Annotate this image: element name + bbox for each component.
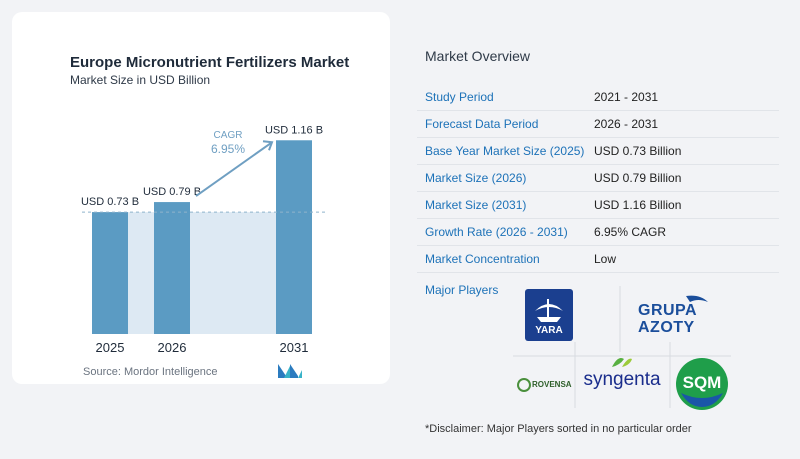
- overview-row: Study Period 2021 - 2031: [417, 84, 779, 111]
- overview-label: Market Concentration: [425, 252, 540, 266]
- data-label-2026: USD 0.79 B: [143, 186, 201, 198]
- chart-shaded-band: [128, 212, 276, 334]
- overview-title: Market Overview: [425, 48, 531, 64]
- grupa-azoty-logo: GRUPA AZOTY: [634, 294, 714, 338]
- bar-chart: USD 0.73 B 2025 USD 0.79 B 2026 USD 1.16 B 20…: [81, 124, 328, 355]
- overview-table: Study Period 2021 - 2031 Forecast Data P…: [417, 84, 779, 273]
- bar-2031: [276, 140, 312, 334]
- azoty-text: AZOTY: [638, 319, 695, 336]
- yara-logo-text: YARA: [535, 325, 563, 336]
- logo-grid-lines: [513, 286, 731, 408]
- overview-label: Base Year Market Size (2025): [425, 144, 585, 158]
- major-players-label: Major Players: [425, 283, 499, 297]
- source-text: Source: Mordor Intelligence: [83, 366, 218, 378]
- overview-value: USD 0.73 Billion: [594, 144, 682, 158]
- overview-label: Growth Rate (2026 - 2031): [425, 225, 568, 239]
- category-label-2026: 2026: [158, 340, 187, 355]
- category-label-2025: 2025: [96, 340, 125, 355]
- overview-value: Low: [594, 252, 617, 266]
- data-label-2025: USD 0.73 B: [81, 196, 139, 208]
- syngenta-leaf-icon: [612, 358, 632, 367]
- overview-value: 2026 - 2031: [594, 117, 659, 131]
- data-label-2031: USD 1.16 B: [265, 124, 323, 136]
- chart-title: Europe Micronutrient Fertilizers Market: [70, 54, 350, 71]
- grupa-text: GRUPA: [638, 302, 698, 319]
- overview-row: Forecast Data Period 2026 - 2031: [417, 111, 779, 138]
- cagr-arrow-head: [262, 140, 274, 151]
- rovensa-leaf-icon: [517, 378, 531, 392]
- overview-value: 6.95% CAGR: [594, 225, 667, 239]
- cagr-arrow-line: [195, 141, 273, 197]
- sqm-text: SQM: [682, 373, 722, 392]
- rovensa-text: ROVENSA: [532, 380, 572, 389]
- overview-row: Base Year Market Size (2025) USD 0.73 Bi…: [417, 138, 779, 165]
- overview-value: USD 0.79 Billion: [594, 171, 682, 185]
- overview-value: USD 1.16 Billion: [594, 198, 682, 212]
- overview-label: Market Size (2031): [425, 198, 527, 212]
- overview-row: Market Concentration Low: [417, 246, 779, 273]
- cagr-value: 6.95%: [211, 142, 245, 156]
- syngenta-logo: syngenta: [580, 355, 664, 405]
- overview-row: Growth Rate (2026 - 2031) 6.95% CAGR: [417, 219, 779, 246]
- overview-row: Market Size (2031) USD 1.16 Billion: [417, 192, 779, 219]
- overview-value: 2021 - 2031: [594, 90, 659, 104]
- yara-logo: YARA: [525, 289, 573, 341]
- mordor-intelligence-logo: [278, 364, 302, 378]
- bar-2026: [154, 202, 190, 334]
- cagr-label: CAGR: [214, 130, 243, 141]
- sqm-logo: SQM: [675, 357, 729, 411]
- bar-2025: [92, 212, 128, 334]
- rovensa-logo: ROVENSA: [513, 372, 572, 402]
- disclaimer-text: *Disclaimer: Major Players sorted in no …: [425, 423, 692, 435]
- overview-label: Forecast Data Period: [425, 117, 539, 131]
- syngenta-text: syngenta: [583, 369, 661, 390]
- overview-label: Study Period: [425, 90, 494, 104]
- chart-subtitle: Market Size in USD Billion: [70, 73, 211, 87]
- overview-label: Market Size (2026): [425, 171, 527, 185]
- overview-row: Market Size (2026) USD 0.79 Billion: [417, 165, 779, 192]
- category-label-2031: 2031: [280, 340, 309, 355]
